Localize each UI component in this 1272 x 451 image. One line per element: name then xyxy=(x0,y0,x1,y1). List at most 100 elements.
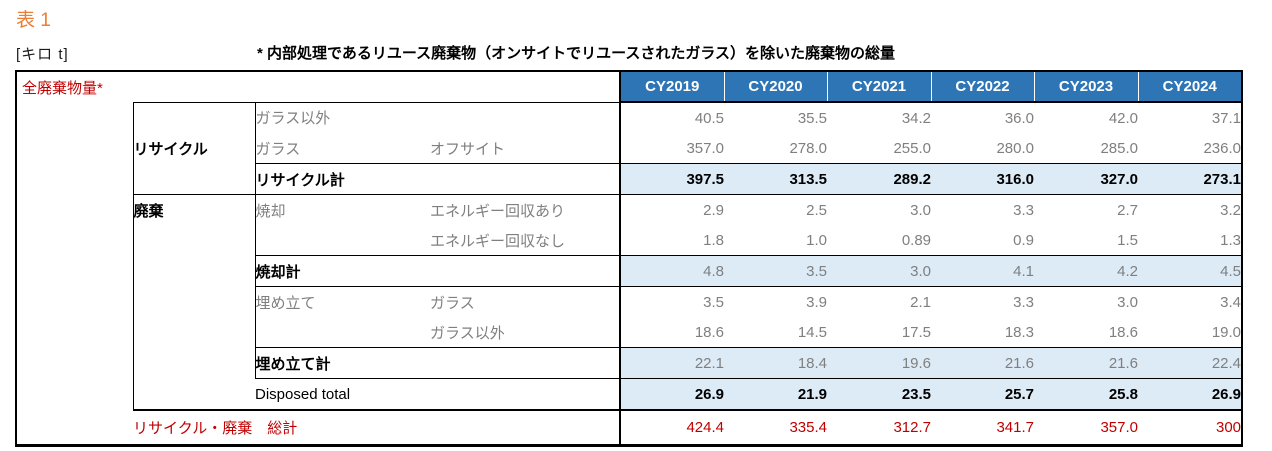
value-cell: 34.2 xyxy=(901,109,932,127)
subtotal-row: Disposed total 26.9 21.9 23.5 25.7 25.8 … xyxy=(16,378,1243,411)
table-row: 廃棄 焼却 エネルギー回収あり 2.9 2.5 3.0 3.3 2.7 3.2 xyxy=(16,194,1242,411)
value-cell: 335.4 xyxy=(789,419,828,436)
value-cell: 35.5 xyxy=(797,109,828,127)
row-sublabel: ガラス xyxy=(430,294,475,312)
value-cell: 236.0 xyxy=(1138,133,1243,164)
row-sublabel: ガラス以外 xyxy=(430,317,621,348)
waste-table: 全廃棄物量* CY2019 CY2020 CY2021 CY2022 CY202… xyxy=(15,70,1244,447)
row-label: リサイクル・廃棄 総計 xyxy=(133,420,298,437)
value-cell: 341.7 xyxy=(996,419,1035,436)
value-cell: 424.4 xyxy=(619,410,725,446)
row-sublabel: オフサイト xyxy=(430,133,621,164)
row-label: 焼却計 xyxy=(254,255,621,287)
value-cell: 25.7 xyxy=(931,378,1035,411)
year-header-cell: CY2022 xyxy=(930,71,1035,103)
value-cell: 4.8 xyxy=(619,255,725,287)
page-title: 表 1 xyxy=(16,10,51,31)
value-cell: 1.8 xyxy=(619,225,725,256)
value-cell: 36.0 xyxy=(1004,109,1035,127)
value-cell: 285.0 xyxy=(1034,133,1139,164)
row-label: ガラス以外 xyxy=(254,102,621,133)
year-header-cell: CY2020 xyxy=(723,71,828,103)
value-cell: 22.1 xyxy=(619,347,725,379)
value-cell: 25.8 xyxy=(1034,378,1139,411)
value-cell: 273.1 xyxy=(1138,163,1243,195)
corner-label: 全廃棄物量* xyxy=(22,80,103,97)
row-label: Disposed total xyxy=(255,378,621,411)
value-cell: 4.2 xyxy=(1034,255,1139,287)
value-cell: 3.3 xyxy=(1013,201,1035,219)
year-header-cell: CY2021 xyxy=(826,71,932,103)
value-cell: 42.0 xyxy=(1108,109,1139,127)
value-cell: 357.0 xyxy=(619,133,725,164)
value-cell: 19.6 xyxy=(827,347,932,379)
value-cell: 3.2 xyxy=(1220,201,1242,219)
value-cell: 3.5 xyxy=(619,286,725,317)
value-cell: 357.0 xyxy=(1100,419,1139,436)
table-row: ガラス以外 18.6 14.5 17.5 18.3 18.6 19.0 xyxy=(16,317,1243,348)
subtotal-row: 焼却計 4.8 3.5 3.0 4.1 4.2 4.5 xyxy=(16,255,1243,287)
value-cell: 316.0 xyxy=(931,163,1035,195)
value-cell: 255.0 xyxy=(827,133,932,164)
subtotal-row: 埋め立て計 22.1 18.4 19.6 21.6 21.6 22.4 xyxy=(16,347,1243,379)
row-label: 焼却 xyxy=(254,194,430,225)
table-row: エネルギー回収なし 1.8 1.0 0.89 0.9 1.5 1.3 xyxy=(16,225,1243,256)
value-cell: 2.7 xyxy=(1117,201,1139,219)
value-cell: 19.0 xyxy=(1138,317,1243,348)
year-header-cell: CY2019 xyxy=(619,71,725,103)
value-cell: 26.9 xyxy=(1138,378,1243,411)
value-cell: 18.6 xyxy=(1034,317,1139,348)
value-cell: 18.4 xyxy=(724,347,828,379)
table-row: リサイクル ガラス以外 40.5 35.5 34.2 36.0 42.0 37.… xyxy=(16,102,1242,195)
value-cell: 1.5 xyxy=(1034,225,1139,256)
table-row: 埋め立て ガラス 3.5 3.9 2.1 3.3 3.0 3.4 xyxy=(16,286,1242,317)
row-label: 埋め立て計 xyxy=(254,347,621,379)
value-cell: 3.0 xyxy=(827,255,932,287)
corner-label-cell: 全廃棄物量* xyxy=(16,71,133,102)
subtotal-row: リサイクル計 397.5 313.5 289.2 316.0 327.0 273… xyxy=(16,163,1243,195)
waste-table-container: 全廃棄物量* CY2019 CY2020 CY2021 CY2022 CY202… xyxy=(15,70,1244,447)
empty-cell xyxy=(254,317,430,348)
value-cell: 21.6 xyxy=(1034,347,1139,379)
value-cell: 397.5 xyxy=(619,163,725,195)
value-cell: 3.9 xyxy=(806,293,828,311)
row-sublabel: エネルギー回収あり xyxy=(430,202,566,220)
value-cell: 313.5 xyxy=(724,163,828,195)
year-header-cell: CY2024 xyxy=(1137,71,1243,103)
value-cell: 2.1 xyxy=(910,293,932,311)
value-cell: 1.3 xyxy=(1138,225,1243,256)
row-label: 埋め立て xyxy=(254,286,430,317)
value-cell: 0.9 xyxy=(931,225,1035,256)
value-cell: 22.4 xyxy=(1138,347,1243,379)
value-cell: 278.0 xyxy=(724,133,828,164)
empty-cell xyxy=(254,225,430,256)
value-cell: 18.3 xyxy=(931,317,1035,348)
value-cell: 300 xyxy=(1215,419,1242,436)
value-cell: 18.6 xyxy=(619,317,725,348)
value-cell: 14.5 xyxy=(724,317,828,348)
value-cell: 3.3 xyxy=(1013,293,1035,311)
left-gutter-cell xyxy=(16,102,133,410)
value-cell: 21.6 xyxy=(931,347,1035,379)
value-cell: 26.9 xyxy=(619,378,725,411)
value-cell: 3.0 xyxy=(910,201,932,219)
value-cell: 0.89 xyxy=(827,225,932,256)
value-cell: 1.0 xyxy=(724,225,828,256)
value-cell: 2.9 xyxy=(619,194,725,225)
value-cell: 4.5 xyxy=(1138,255,1243,287)
value-cell: 3.4 xyxy=(1220,293,1242,311)
value-cell: 37.1 xyxy=(1211,109,1242,127)
value-cell: 327.0 xyxy=(1034,163,1139,195)
value-cell: 17.5 xyxy=(827,317,932,348)
value-cell: 280.0 xyxy=(931,133,1035,164)
value-cell: 2.5 xyxy=(806,201,828,219)
unit-label: [キロ t] xyxy=(16,46,69,63)
table-header-row: 全廃棄物量* CY2019 CY2020 CY2021 CY2022 CY202… xyxy=(16,71,1243,103)
value-cell: 289.2 xyxy=(827,163,932,195)
value-cell: 3.0 xyxy=(1117,293,1139,311)
value-cell: 23.5 xyxy=(827,378,932,411)
year-header-cell: CY2023 xyxy=(1033,71,1139,103)
row-label: リサイクル計 xyxy=(254,163,621,195)
grand-total-row: リサイクル・廃棄 総計 424.4 335.4 312.7 341.7 357.… xyxy=(16,410,1242,446)
group-label-disposal: 廃棄 xyxy=(132,194,255,411)
